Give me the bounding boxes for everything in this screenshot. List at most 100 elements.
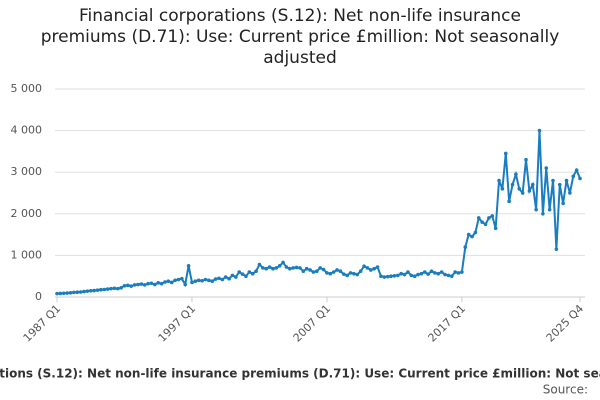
data-point [372, 266, 376, 271]
data-point [419, 271, 424, 276]
data-point [490, 214, 495, 218]
y-tick-label: 1 000 [11, 248, 43, 261]
data-point [328, 271, 333, 276]
data-point [463, 245, 468, 249]
x-tick-label: 2017 Q1 [426, 302, 469, 345]
data-point [92, 288, 96, 293]
data-point [345, 273, 349, 278]
data-point [65, 291, 69, 295]
data-point [277, 264, 282, 268]
data-point [88, 288, 93, 293]
data-point [291, 266, 295, 270]
data-point [321, 267, 326, 272]
data-point [264, 266, 269, 271]
data-point [227, 276, 231, 281]
data-point [159, 281, 164, 286]
y-tick-label: 4 000 [11, 124, 43, 137]
data-point [112, 286, 117, 291]
data-point [524, 157, 528, 162]
data-point [261, 266, 265, 270]
data-point [507, 199, 511, 204]
data-point [369, 268, 373, 272]
data-point [358, 269, 363, 274]
data-point [460, 270, 464, 274]
data-point [439, 270, 444, 274]
data-point [433, 271, 437, 275]
data-point [392, 273, 397, 278]
y-tick-label: 0 [35, 290, 42, 303]
data-point [530, 182, 535, 187]
data-point [240, 272, 245, 276]
data-point [480, 220, 484, 224]
data-point [568, 191, 572, 195]
data-point [95, 288, 100, 292]
data-point [213, 277, 218, 281]
data-point [200, 278, 204, 283]
data-point [271, 266, 275, 271]
data-point [78, 290, 83, 294]
data-point [119, 286, 123, 290]
data-point [102, 287, 107, 292]
data-point [180, 276, 184, 281]
data-point [132, 283, 137, 287]
data-point [493, 226, 498, 231]
data-point [497, 178, 501, 183]
data-point [315, 269, 319, 274]
data-point [176, 277, 181, 282]
data-point [379, 274, 383, 279]
data-point [126, 283, 130, 288]
data-point [139, 282, 144, 286]
data-point [534, 207, 538, 212]
data-point [352, 271, 356, 276]
data-point [298, 266, 302, 270]
data-point [429, 269, 434, 274]
data-point [409, 273, 414, 278]
data-point [186, 264, 191, 268]
data-point [456, 271, 461, 275]
data-point [557, 182, 562, 187]
data-point [541, 212, 545, 216]
data-point [115, 286, 120, 291]
data-point [129, 284, 134, 288]
data-point [254, 269, 258, 274]
data-point [500, 187, 505, 191]
data-point [173, 278, 177, 283]
data-point [311, 270, 316, 274]
data-point [75, 290, 80, 295]
data-point [385, 274, 390, 279]
data-point [406, 270, 410, 274]
data-point [571, 174, 576, 179]
data-point [402, 272, 407, 277]
data-point [422, 270, 427, 274]
data-point [247, 270, 252, 274]
data-point [449, 274, 454, 279]
data-point [517, 187, 522, 191]
data-point [395, 273, 400, 278]
data-point [61, 291, 66, 296]
data-point [146, 281, 150, 286]
y-tick-label: 2 000 [11, 207, 43, 220]
data-point [55, 291, 59, 296]
data-point [527, 189, 532, 193]
data-point [436, 271, 441, 276]
data-point [153, 282, 157, 287]
data-point [443, 272, 447, 277]
data-point [561, 201, 565, 206]
data-point [142, 283, 147, 287]
data-point [169, 280, 174, 285]
data-point [223, 275, 228, 279]
data-point [196, 278, 201, 283]
data-point [382, 275, 387, 279]
data-point [446, 273, 451, 278]
data-point [193, 279, 198, 283]
data-point [483, 222, 488, 226]
data-point [547, 207, 552, 212]
data-point [375, 265, 380, 269]
data-point [537, 128, 542, 133]
chart-title: Financial corporations (S.12): Net non-l… [40, 6, 560, 68]
x-tick-label: 1987 Q1 [21, 302, 64, 345]
data-point [365, 266, 370, 270]
data-point [362, 264, 366, 269]
